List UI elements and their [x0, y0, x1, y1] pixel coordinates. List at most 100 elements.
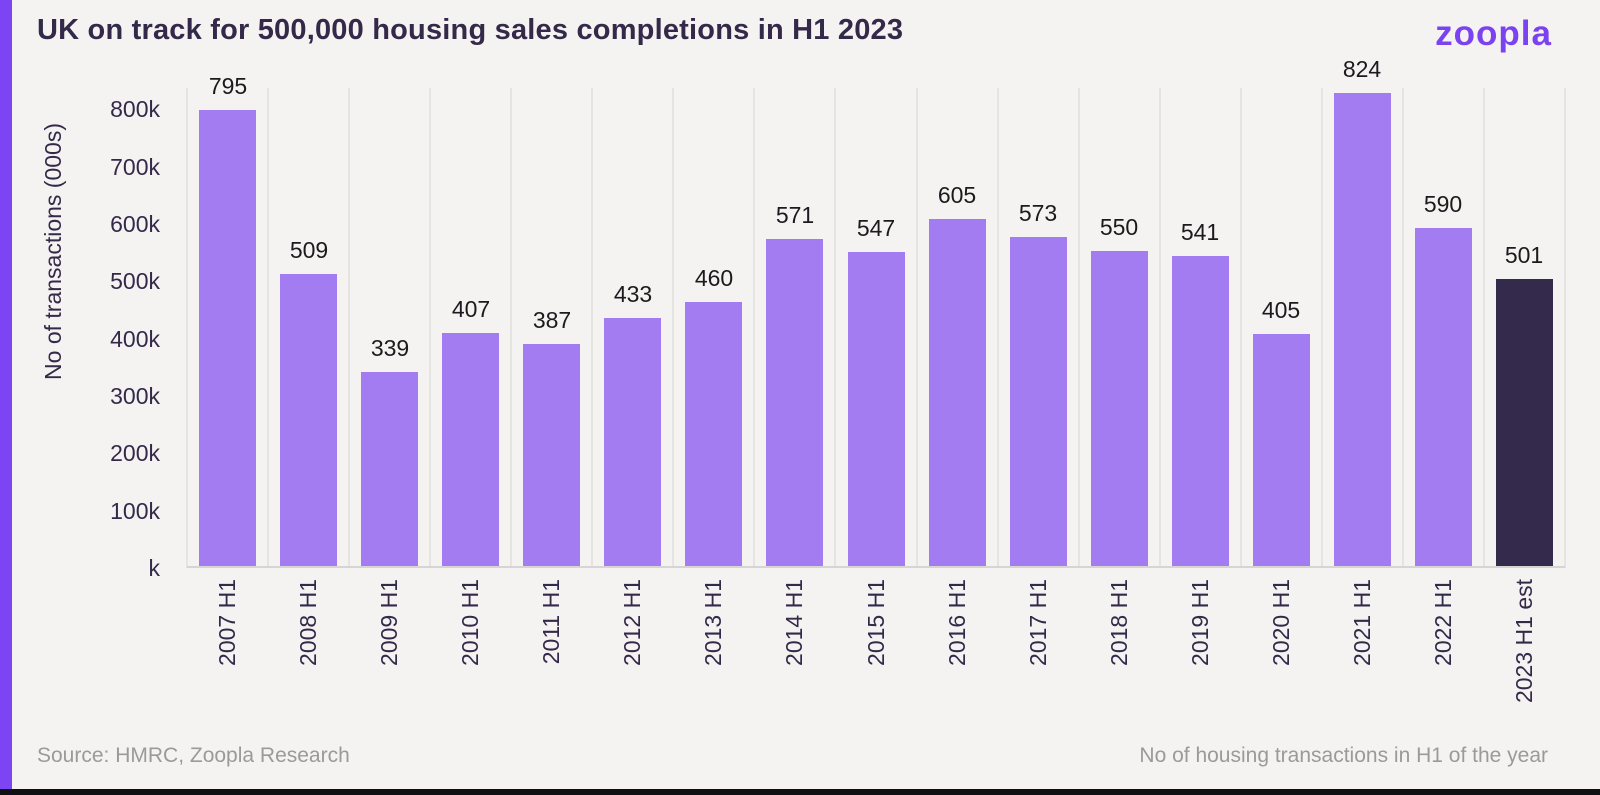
x-label-cell: 2012 H1: [592, 579, 673, 739]
bar-2023-h1-est: [1496, 279, 1553, 566]
x-axis-labels: 2007 H1 2008 H1 2009 H1 2010 H1 2011 H1 2012 …: [187, 579, 1565, 739]
x-label-2016-h1: 2016 H1: [943, 579, 970, 666]
x-label-2011-h1: 2011 H1: [538, 579, 565, 665]
x-label-2010-h1: 2010 H1: [457, 579, 484, 666]
x-label-2019-h1: 2019 H1: [1186, 579, 1213, 666]
x-label-2014-h1: 2014 H1: [781, 579, 808, 666]
bar-2015-h1: [848, 252, 905, 566]
x-label-cell: 2019 H1: [1160, 579, 1241, 739]
x-label-cell: 2008 H1: [268, 579, 349, 739]
bar-2013-h1: [685, 302, 742, 566]
x-axis-line: [187, 566, 1565, 568]
x-label-cell: 2010 H1: [430, 579, 511, 739]
gridline-vertical: [916, 88, 918, 568]
x-label-2015-h1: 2015 H1: [862, 579, 889, 666]
x-label-cell: 2023 H1 est: [1484, 579, 1565, 739]
gridline-vertical: [834, 88, 836, 568]
bar-value-2013-h1: 460: [694, 265, 734, 291]
bar-2011-h1: [523, 344, 580, 566]
x-label-2012-h1: 2012 H1: [619, 579, 646, 666]
bar-value-2020-h1: 405: [1261, 297, 1301, 323]
bottom-edge-bar: [0, 789, 1600, 795]
x-label-cell: 2014 H1: [754, 579, 835, 739]
gridline-vertical: [348, 88, 350, 568]
gridline-vertical: [1078, 88, 1080, 568]
x-label-2008-h1: 2008 H1: [295, 579, 322, 666]
x-label-2013-h1: 2013 H1: [700, 579, 727, 666]
gridline-vertical: [1159, 88, 1161, 568]
x-label-cell: 2022 H1: [1403, 579, 1484, 739]
x-label-cell: 2018 H1: [1079, 579, 1160, 739]
gridline-vertical: [267, 88, 269, 568]
y-tick-400k: 400k: [110, 326, 160, 352]
x-label-cell: 2007 H1: [187, 579, 268, 739]
bar-2012-h1: [604, 318, 661, 566]
bar-2022-h1: [1415, 228, 1472, 566]
x-label-cell: 2013 H1: [673, 579, 754, 739]
chart-title: UK on track for 500,000 housing sales co…: [37, 14, 904, 46]
x-label-2022-h1: 2022 H1: [1429, 579, 1456, 666]
x-label-2021-h1: 2021 H1: [1348, 579, 1375, 666]
bar-2016-h1: [929, 219, 986, 566]
y-tick-800k: 800k: [110, 96, 160, 122]
y-tick-200k: 200k: [110, 440, 160, 466]
bar-value-2017-h1: 573: [1018, 200, 1058, 226]
x-label-cell: 2021 H1: [1322, 579, 1403, 739]
footer-note: No of housing transactions in H1 of the …: [1139, 744, 1548, 767]
bar-2014-h1: [766, 239, 823, 566]
gridline-vertical: [672, 88, 674, 568]
bar-2007-h1: [199, 110, 256, 566]
zoopla-logo: zoopla: [1435, 14, 1552, 53]
y-tick-600k: 600k: [110, 211, 160, 237]
y-tick-100k: 100k: [110, 498, 160, 524]
bar-value-2008-h1: 509: [289, 237, 329, 263]
y-tick-500k: 500k: [110, 268, 160, 294]
x-label-cell: 2016 H1: [917, 579, 998, 739]
bar-value-2012-h1: 433: [613, 281, 653, 307]
bar-value-2010-h1: 407: [451, 296, 491, 322]
x-label-2023-h1-est: 2023 H1 est: [1511, 579, 1538, 704]
gridline-vertical: [591, 88, 593, 568]
bar-2010-h1: [442, 333, 499, 566]
x-label-2020-h1: 2020 H1: [1267, 579, 1294, 666]
bar-value-2016-h1: 605: [937, 182, 977, 208]
bar-2020-h1: [1253, 334, 1310, 566]
gridline-vertical: [1321, 88, 1323, 568]
bar-value-2021-h1: 824: [1342, 56, 1382, 82]
gridline-vertical: [429, 88, 431, 568]
gridline-vertical: [997, 88, 999, 568]
left-accent-stripe: [0, 0, 12, 795]
x-label-cell: 2020 H1: [1241, 579, 1322, 739]
bar-value-2019-h1: 541: [1180, 219, 1220, 245]
x-label-2007-h1: 2007 H1: [214, 579, 241, 666]
gridline-vertical: [1564, 88, 1566, 568]
bar-2019-h1: [1172, 256, 1229, 566]
x-label-2009-h1: 2009 H1: [376, 579, 403, 666]
bar-value-2018-h1: 550: [1099, 214, 1139, 240]
bar-value-2015-h1: 547: [856, 215, 896, 241]
bar-value-2007-h1: 795: [208, 73, 248, 99]
bar-value-2022-h1: 590: [1423, 191, 1463, 217]
bar-value-2023-h1-est: 501: [1504, 242, 1544, 268]
x-label-cell: 2009 H1: [349, 579, 430, 739]
bar-2021-h1: [1334, 93, 1391, 566]
y-tick-700k: 700k: [110, 154, 160, 180]
plot-area: 795 509 339 407 387 433 460 571 547 605 573 550 541 4…: [186, 56, 1566, 568]
bar-value-2011-h1: 387: [532, 307, 572, 333]
gridline-vertical: [753, 88, 755, 568]
y-axis-title: No of transactions (000s): [30, 95, 76, 407]
bar-value-2014-h1: 571: [775, 202, 815, 228]
bar-value-2009-h1: 339: [370, 335, 410, 361]
gridline-vertical: [1483, 88, 1485, 568]
gridline-vertical: [1240, 88, 1242, 568]
bar-2009-h1: [361, 372, 418, 566]
x-label-2017-h1: 2017 H1: [1024, 579, 1051, 666]
x-label-cell: 2015 H1: [836, 579, 917, 739]
gridline-vertical: [1402, 88, 1404, 568]
bar-2008-h1: [280, 274, 337, 566]
y-tick-k: k: [148, 555, 161, 581]
bar-2018-h1: [1091, 251, 1148, 566]
y-tick-300k: 300k: [110, 383, 160, 409]
gridline-vertical: [186, 88, 188, 568]
